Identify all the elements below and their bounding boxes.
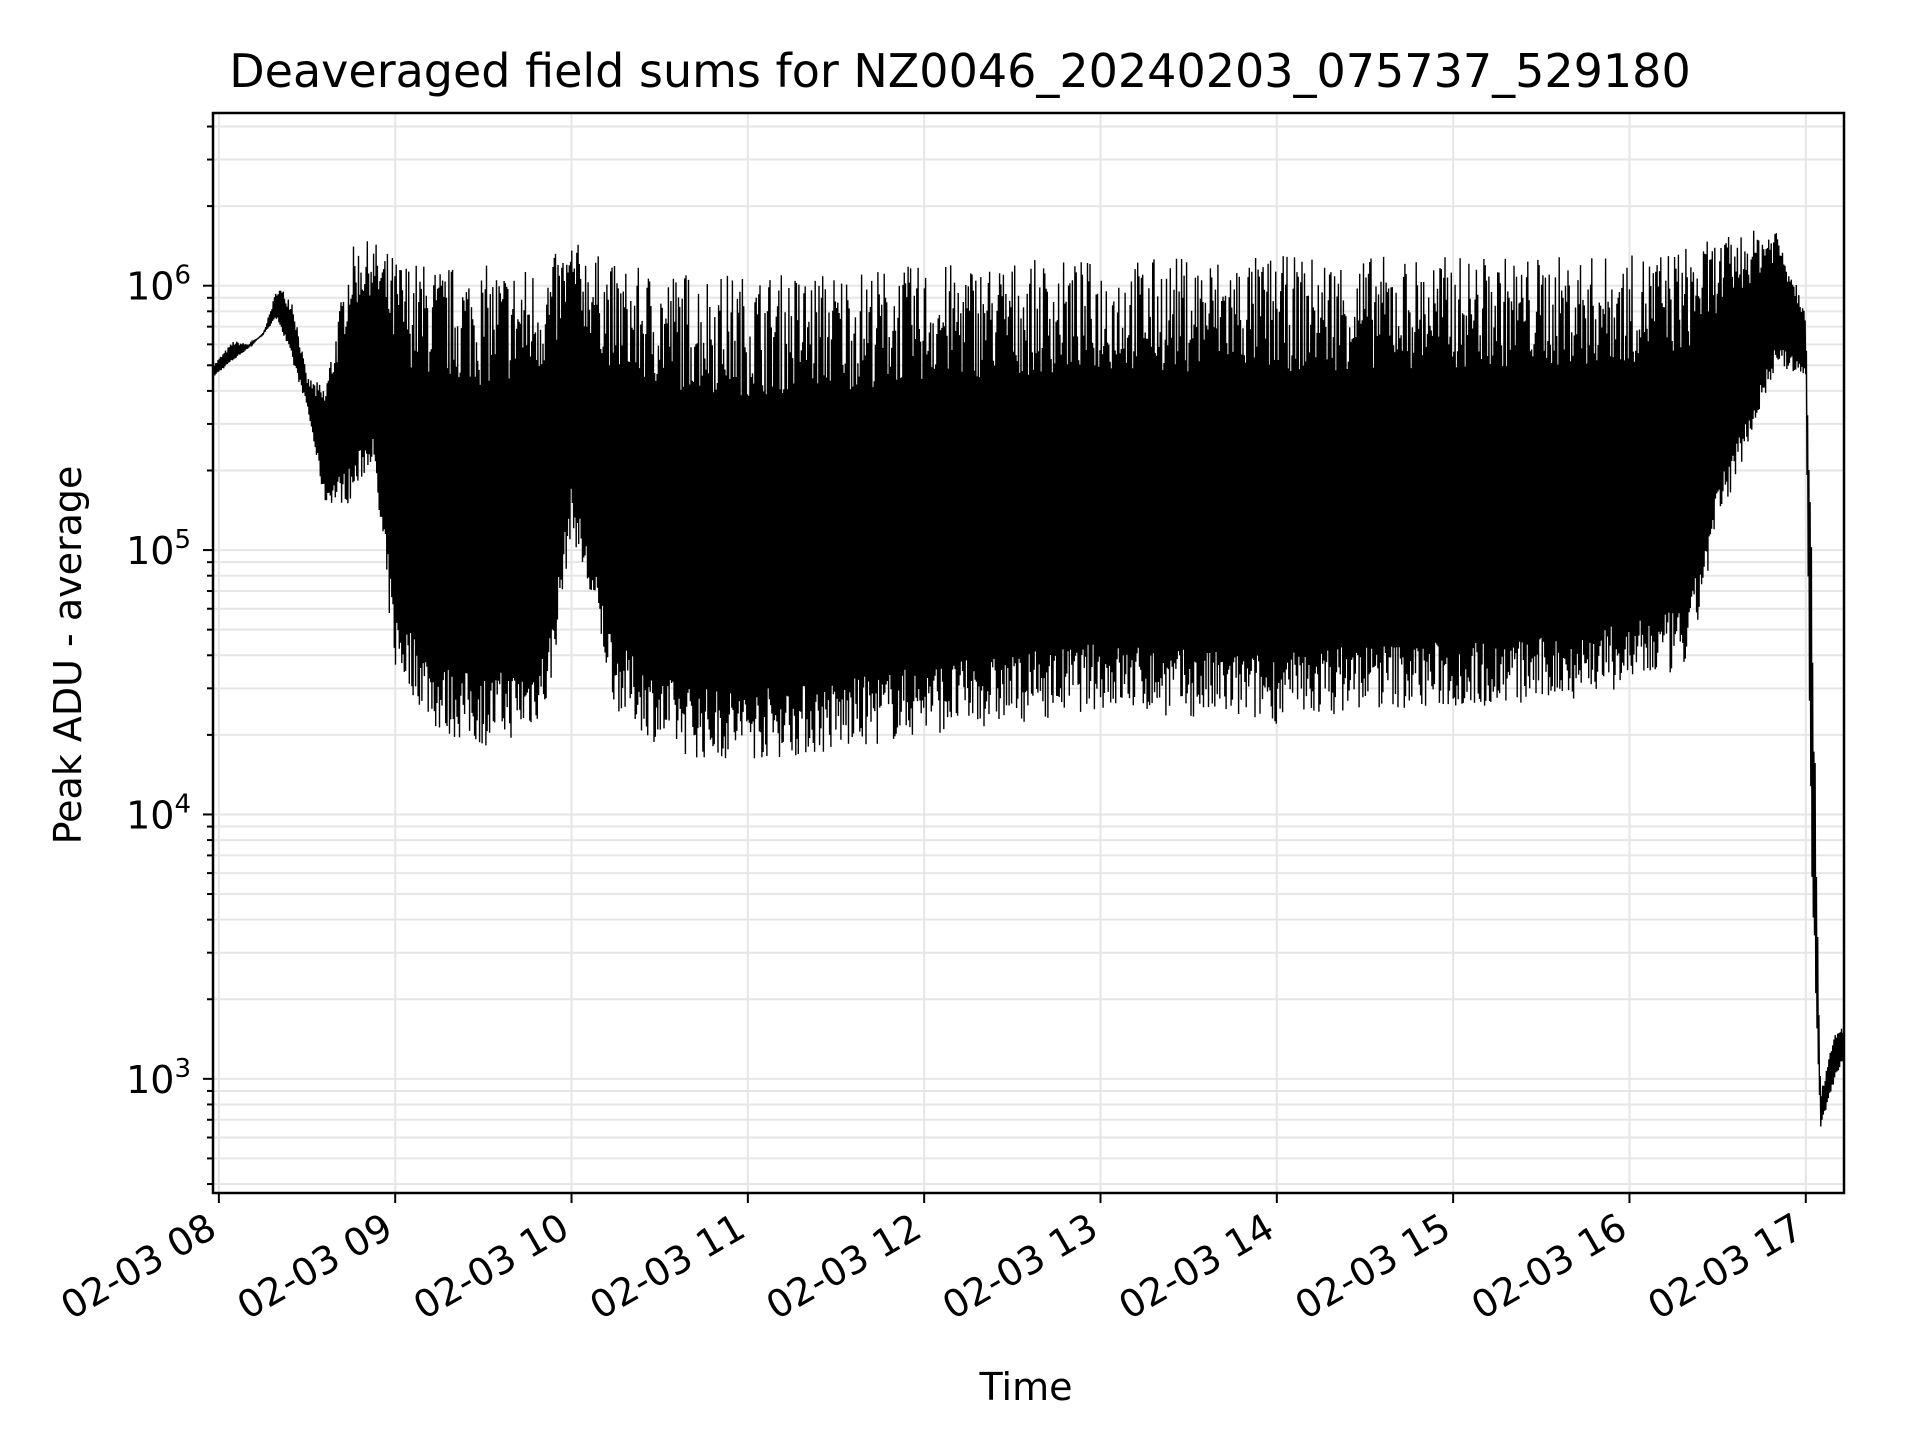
x-tick-label: 02-03 11 <box>582 1205 752 1329</box>
x-tick-label: 02-03 08 <box>53 1205 223 1329</box>
x-tick-label: 02-03 09 <box>230 1205 400 1329</box>
x-axis-label: Time <box>979 1365 1073 1409</box>
y-tick-label: 106 <box>126 261 191 309</box>
y-tick-label: 104 <box>126 789 191 837</box>
chart-title: Deaveraged field sums for NZ0046_2024020… <box>229 44 1691 98</box>
axes-frame <box>211 111 1846 1195</box>
y-tick-label: 103 <box>126 1054 191 1102</box>
x-tick-label: 02-03 10 <box>406 1205 576 1329</box>
x-tick-label: 02-03 13 <box>935 1205 1105 1329</box>
series-line <box>212 230 1845 1127</box>
y-tick-label: 105 <box>126 525 191 573</box>
x-tick-label: 02-03 17 <box>1640 1205 1810 1329</box>
x-tick-label: 02-03 15 <box>1288 1205 1458 1329</box>
y-axis-ticks <box>203 125 213 1186</box>
x-axis-ticks <box>217 1193 1807 1203</box>
x-tick-label: 02-03 16 <box>1464 1205 1634 1329</box>
x-tick-label: 02-03 14 <box>1111 1205 1281 1329</box>
x-tick-label: 02-03 12 <box>759 1205 929 1329</box>
